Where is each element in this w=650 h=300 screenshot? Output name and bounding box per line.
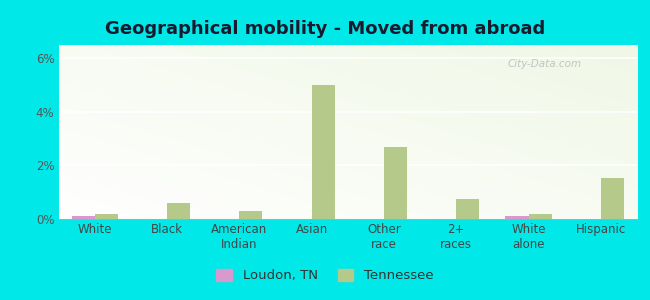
Bar [601, 178, 624, 219]
Bar [311, 85, 335, 219]
Text: Geographical mobility - Moved from abroad: Geographical mobility - Moved from abroa… [105, 20, 545, 38]
Bar [506, 216, 528, 219]
Text: City-Data.com: City-Data.com [508, 59, 582, 69]
Bar [72, 216, 95, 219]
Bar [456, 199, 479, 219]
Bar [528, 214, 552, 219]
Bar [239, 211, 263, 219]
Bar [95, 214, 118, 219]
Legend: Loudon, TN, Tennessee: Loudon, TN, Tennessee [211, 263, 439, 287]
Bar [384, 147, 407, 219]
Bar [167, 203, 190, 219]
